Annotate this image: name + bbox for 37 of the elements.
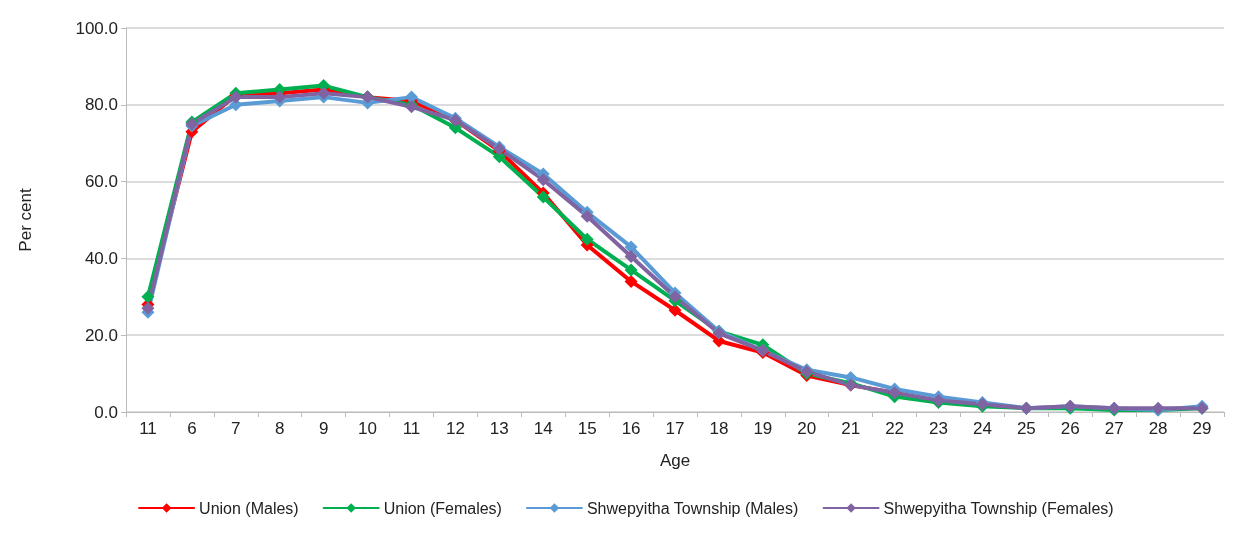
y-tick-label: 100.0 [75,18,118,38]
x-tick-label: 27 [1104,419,1124,438]
x-tick-label: 17 [665,419,685,438]
x-tick-label: 24 [972,419,992,438]
legend-label: Union (Females) [383,499,502,517]
x-tick-label: 18 [709,419,729,438]
y-axis-title: Per cent [16,188,35,252]
x-tick-label: 11 [402,419,421,438]
x-tick-label: 29 [1192,419,1212,438]
x-tick-label: 10 [358,419,378,438]
x-tick-label: 8 [274,419,285,438]
x-tick-label: 22 [885,419,905,438]
x-tick-label: 6 [187,419,197,438]
legend-label: Shwepyitha Township (Males) [586,499,799,517]
y-tick-label: 20.0 [84,325,118,345]
x-tick-label: 21 [841,419,861,438]
x-tick-label: 28 [1148,419,1168,438]
x-tick-label: 25 [1016,419,1036,438]
x-tick-label: 13 [489,419,509,438]
x-tick-label: 9 [318,419,329,438]
legend-label: Shwepyitha Township (Females) [883,499,1114,517]
x-tick-label: 26 [1060,419,1080,438]
y-tick-label: 40.0 [84,248,118,268]
x-tick-label: 19 [753,419,773,438]
legend-label: Union (Males) [199,499,299,517]
x-tick-label: 12 [445,419,465,438]
y-tick-label: 80.0 [84,95,118,115]
x-axis-title: Age [659,451,691,470]
x-tick-label: 11 [139,419,157,438]
y-tick-label: 60.0 [84,172,118,192]
y-tick-label: 0.0 [94,402,118,422]
x-tick-label: 14 [533,419,553,438]
x-tick-label: 15 [577,419,597,438]
x-tick-label: 7 [231,419,241,438]
x-tick-label: 16 [621,419,641,438]
x-tick-label: 23 [929,419,948,438]
x-tick-label: 20 [797,419,817,438]
